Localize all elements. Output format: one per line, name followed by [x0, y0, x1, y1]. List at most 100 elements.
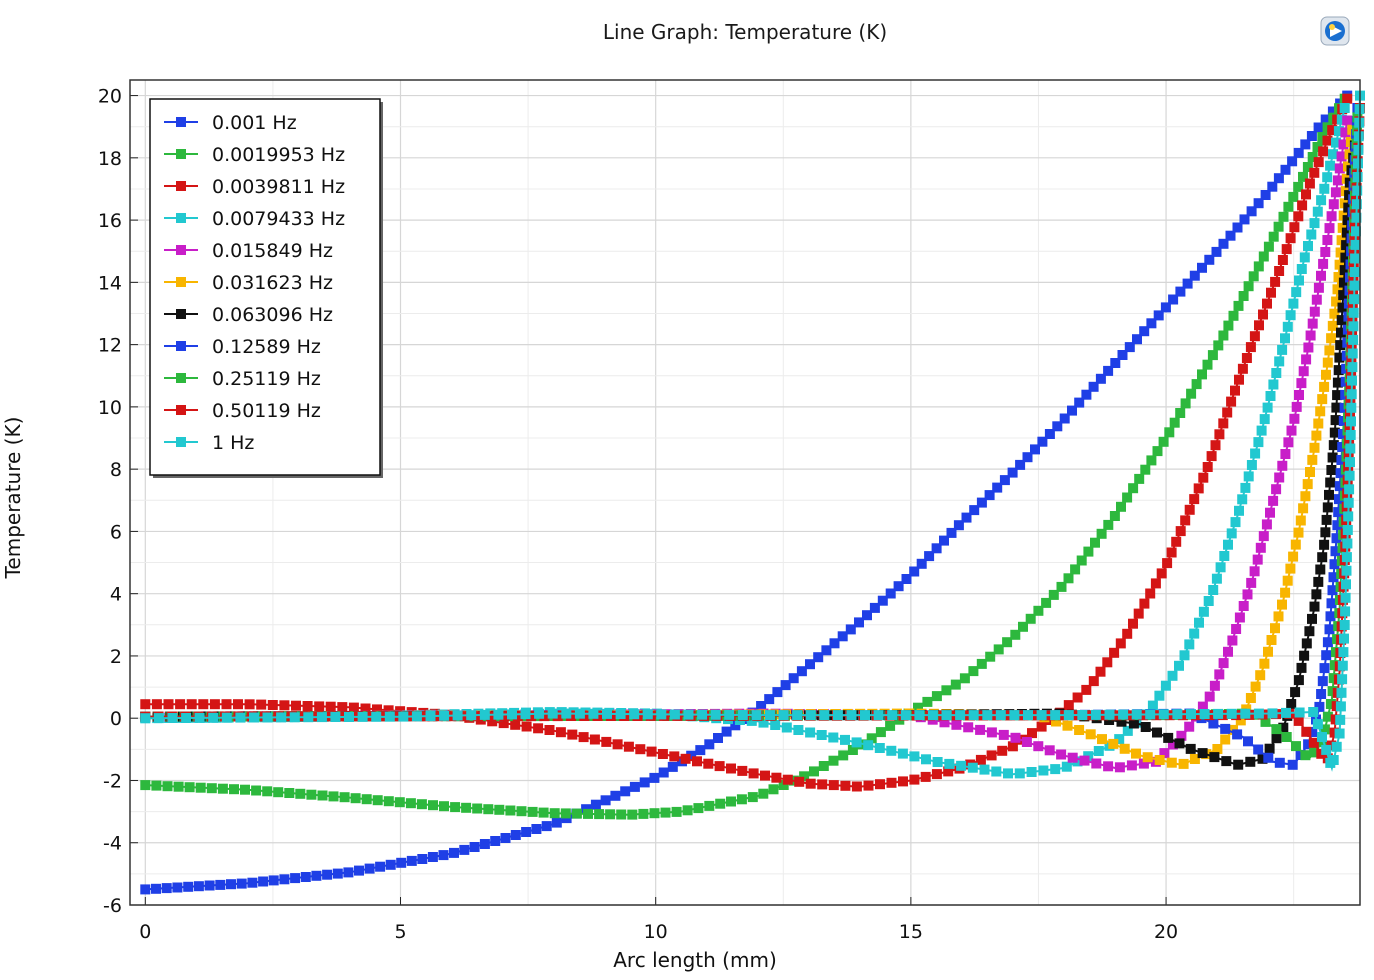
data-point — [1346, 355, 1357, 366]
data-point — [1268, 379, 1279, 390]
data-point — [1103, 365, 1114, 376]
data-point — [1234, 374, 1244, 385]
data-point — [984, 490, 995, 501]
data-point — [951, 719, 962, 730]
data-point — [1316, 270, 1326, 281]
data-point — [1253, 708, 1264, 719]
data-point — [1347, 375, 1357, 386]
data-point — [1333, 126, 1344, 137]
data-point — [1312, 142, 1323, 152]
data-point — [1093, 746, 1104, 756]
data-point — [1301, 189, 1311, 200]
data-point — [1344, 470, 1355, 481]
data-point — [306, 789, 317, 800]
data-point — [1081, 684, 1092, 695]
data-point — [1085, 729, 1096, 740]
data-point — [660, 807, 671, 818]
data-point — [1320, 247, 1331, 257]
data-point — [337, 702, 348, 713]
data-point — [1345, 430, 1356, 440]
data-point — [221, 712, 232, 723]
data-point — [483, 804, 494, 815]
data-point — [1271, 724, 1282, 735]
data-point — [1277, 344, 1288, 355]
data-point — [1341, 552, 1352, 563]
data-point — [1335, 701, 1346, 712]
data-point — [1331, 137, 1341, 148]
data-point — [1223, 320, 1234, 331]
data-point — [1185, 743, 1196, 754]
data-point — [1140, 722, 1151, 732]
data-point — [1329, 559, 1340, 570]
data-point — [1336, 114, 1347, 125]
data-point — [1298, 503, 1309, 514]
data-point — [1346, 368, 1357, 379]
data-point — [764, 694, 775, 705]
data-point — [1255, 670, 1266, 681]
data-point — [1313, 282, 1324, 293]
data-point — [1341, 579, 1351, 590]
data-point — [819, 710, 830, 721]
data-point — [805, 710, 816, 721]
data-point — [1063, 700, 1074, 711]
data-point — [635, 744, 646, 755]
data-point — [1306, 229, 1317, 240]
data-point — [521, 827, 532, 837]
data-point — [1267, 181, 1278, 192]
data-point — [840, 780, 851, 791]
data-point — [140, 884, 151, 895]
data-point — [276, 712, 287, 723]
data-point — [186, 699, 197, 710]
data-point — [704, 800, 715, 811]
data-point — [1280, 333, 1290, 344]
data-point — [1348, 289, 1359, 300]
data-point — [1194, 617, 1204, 628]
data-point — [1270, 623, 1280, 634]
data-point — [1174, 738, 1185, 749]
plot-window-icon[interactable] — [1318, 14, 1352, 48]
data-point — [1347, 362, 1358, 373]
data-point — [1297, 200, 1308, 211]
data-point — [1341, 565, 1352, 576]
data-point — [1331, 402, 1342, 413]
data-point — [1282, 575, 1293, 586]
data-point — [1128, 618, 1138, 629]
data-point — [1290, 539, 1301, 550]
data-point — [956, 760, 967, 771]
data-point — [1300, 750, 1311, 761]
data-point — [1221, 756, 1232, 767]
data-point — [1280, 164, 1291, 175]
data-point — [1285, 233, 1296, 244]
data-point — [416, 799, 427, 810]
data-point — [1262, 402, 1273, 413]
data-point — [322, 869, 333, 880]
data-point — [1327, 106, 1338, 117]
data-point — [1242, 589, 1253, 600]
data-point — [1261, 519, 1272, 530]
data-point — [1197, 369, 1207, 380]
data-point — [721, 726, 732, 737]
data-point — [1230, 385, 1240, 396]
data-point — [1308, 707, 1319, 717]
data-point — [494, 804, 505, 815]
data-point — [1319, 539, 1330, 550]
data-point — [1299, 650, 1310, 661]
data-point — [897, 748, 908, 759]
data-point — [1118, 709, 1129, 720]
data-point — [683, 709, 694, 720]
data-point — [325, 701, 336, 712]
data-point — [1339, 633, 1349, 644]
data-point — [534, 708, 545, 719]
data-point — [1337, 302, 1348, 313]
legend-item: 0.063096 Hz — [164, 304, 333, 326]
data-point — [1334, 259, 1345, 270]
data-point — [760, 770, 770, 781]
data-point — [746, 715, 757, 726]
data-point — [846, 710, 857, 721]
data-point — [1237, 494, 1248, 505]
data-point — [913, 702, 923, 713]
data-point — [805, 727, 816, 738]
data-point — [1321, 650, 1332, 661]
data-point — [1230, 517, 1241, 528]
data-point — [1220, 734, 1231, 745]
